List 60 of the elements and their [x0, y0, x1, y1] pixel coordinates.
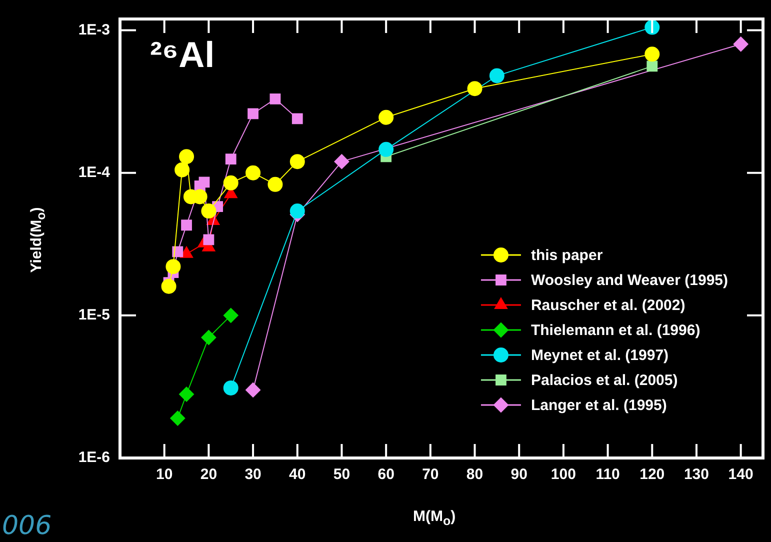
point — [378, 142, 394, 157]
point — [292, 113, 303, 124]
point — [290, 154, 305, 170]
point — [174, 162, 190, 178]
y-tick-label: 1E-4 — [78, 164, 111, 181]
x-tick-label: 60 — [378, 466, 394, 484]
point — [161, 278, 176, 294]
point — [733, 36, 748, 52]
point — [223, 308, 238, 323]
point — [179, 149, 194, 164]
point — [246, 382, 261, 398]
point — [644, 46, 660, 62]
legend-label: Woosley and Weaver (1995) — [530, 272, 728, 290]
point — [172, 246, 184, 258]
point — [334, 154, 350, 170]
point — [223, 175, 238, 190]
x-tick-label: 120 — [640, 466, 665, 484]
legend-label: Langer et al. (1995) — [530, 397, 667, 414]
legend-label: this paper — [530, 247, 603, 264]
annotation: ²⁶Al — [150, 34, 215, 75]
x-axis-title: M(M$_{o}$) — [413, 508, 456, 528]
x-tick-label: 90 — [510, 466, 528, 484]
point — [268, 176, 283, 192]
point — [290, 204, 305, 219]
point — [378, 110, 394, 125]
legend-label: Rauscher et al. (2002) — [530, 297, 686, 314]
point — [198, 176, 210, 188]
point — [223, 380, 238, 396]
x-tick-label: 70 — [422, 466, 439, 484]
x-tick-label: 50 — [333, 466, 350, 484]
y-tick-label: 1E-5 — [78, 306, 110, 324]
point — [467, 81, 482, 96]
point — [246, 165, 261, 180]
point — [489, 68, 504, 84]
x-tick-label: 140 — [728, 466, 754, 484]
point — [646, 60, 658, 72]
point — [201, 330, 216, 346]
legend-label: Palacios et al. (2005) — [530, 372, 678, 390]
y-tick-label: 1E-6 — [78, 449, 110, 466]
point — [225, 154, 236, 164]
point — [179, 386, 194, 402]
x-tick-label: 10 — [156, 466, 173, 484]
x-tick-label: 80 — [466, 466, 484, 484]
point — [270, 93, 281, 104]
point — [248, 108, 258, 120]
x-tick-label: 100 — [550, 466, 576, 484]
legend-label: Meynet et al. (1997) — [530, 347, 669, 364]
legend-label: Thielemann et al. (1996) — [530, 322, 700, 340]
x-tick-label: 110 — [596, 466, 620, 484]
point — [203, 234, 214, 246]
point — [170, 410, 186, 426]
x-tick-label: 20 — [200, 466, 218, 484]
x-tick-label: 40 — [289, 466, 306, 484]
point — [166, 259, 181, 274]
x-tick-label: 30 — [244, 466, 262, 484]
text: 006 — [2, 510, 52, 541]
y-tick-label: 1E-3 — [78, 21, 110, 38]
point — [201, 204, 216, 219]
x-tick-label: 130 — [684, 466, 709, 484]
point — [181, 220, 192, 231]
